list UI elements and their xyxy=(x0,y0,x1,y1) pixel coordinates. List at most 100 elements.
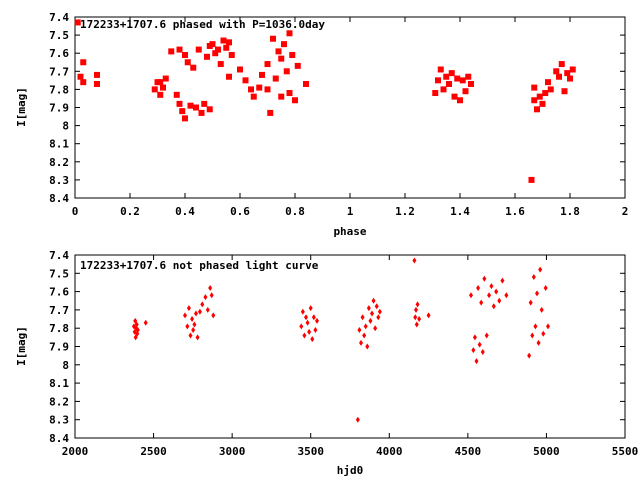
y-tick-label: 8.2 xyxy=(49,395,69,408)
data-point xyxy=(286,30,293,37)
data-point xyxy=(215,46,221,53)
data-point xyxy=(278,55,285,62)
data-point xyxy=(190,316,195,323)
data-point xyxy=(310,336,315,343)
data-point xyxy=(457,97,463,104)
unphased-light-curve-plot: 2000 2500 3000 3500 4000 4500 5000 5500 7.4 7.5 7.… xyxy=(15,249,638,477)
data-point xyxy=(371,297,376,304)
data-point xyxy=(536,93,543,100)
data-point xyxy=(168,48,175,55)
x-tick-label: 4500 xyxy=(455,445,482,458)
y-tick-label: 7.4 xyxy=(49,11,69,24)
data-point xyxy=(469,292,473,299)
data-point xyxy=(286,90,293,97)
data-point xyxy=(426,312,431,319)
data-point xyxy=(564,70,571,77)
data-point xyxy=(504,292,509,299)
data-point xyxy=(267,109,274,116)
data-point xyxy=(477,341,482,348)
data-point xyxy=(203,294,208,301)
data-point xyxy=(204,53,210,60)
data-point xyxy=(80,79,87,86)
data-point xyxy=(491,303,496,310)
data-point xyxy=(531,273,536,280)
data-point xyxy=(546,323,550,330)
y-tick-label: 7.7 xyxy=(49,65,69,78)
data-point xyxy=(80,59,87,66)
data-point xyxy=(299,323,304,330)
data-point xyxy=(160,84,166,91)
data-point xyxy=(275,48,282,55)
data-point xyxy=(307,328,312,335)
data-point xyxy=(543,284,548,291)
y-tick-label: 8.2 xyxy=(49,156,69,169)
data-point xyxy=(209,292,214,299)
data-point xyxy=(182,115,188,122)
data-point xyxy=(528,176,535,183)
data-point xyxy=(188,332,193,339)
y-tick-label: 8 xyxy=(62,120,69,133)
data-point xyxy=(365,343,370,350)
data-point xyxy=(305,319,310,326)
data-point xyxy=(413,314,418,321)
data-point xyxy=(187,102,194,109)
data-point xyxy=(535,290,539,297)
x-tick-label: 3500 xyxy=(297,445,324,458)
data-point xyxy=(193,104,199,111)
data-point xyxy=(264,86,271,93)
data-point xyxy=(376,314,381,321)
x-tick-label: 1 xyxy=(347,205,354,218)
plot-frame xyxy=(74,254,626,439)
data-point xyxy=(454,75,461,82)
data-point xyxy=(226,73,232,80)
data-point xyxy=(205,306,210,313)
data-point xyxy=(553,68,560,75)
data-point xyxy=(176,46,183,53)
data-point xyxy=(494,288,499,295)
y-tick-label: 7.9 xyxy=(49,341,69,354)
data-point xyxy=(294,62,301,69)
x-tick-label: 0.4 xyxy=(175,205,195,218)
data-point xyxy=(248,86,254,93)
data-point xyxy=(539,306,544,313)
data-point xyxy=(541,330,546,337)
data-point xyxy=(414,306,418,313)
phased-light-curve-plot: 0 0.2 0.4 0.6 0.8 1 1.2 1.4 1.6 1.8 2 7.4 7.5 7.6 7.7 7… xyxy=(15,11,628,238)
data-point xyxy=(363,323,368,330)
data-point xyxy=(300,308,305,315)
data-point xyxy=(539,100,546,107)
data-point xyxy=(569,66,576,73)
data-point xyxy=(162,75,169,82)
y-axis-label: I[mag] xyxy=(15,87,28,127)
data-point xyxy=(272,75,279,82)
x-tick-label: 4000 xyxy=(376,445,403,458)
data-point xyxy=(191,327,196,334)
data-point xyxy=(538,266,543,273)
data-point xyxy=(242,77,249,84)
data-point xyxy=(212,50,219,57)
data-point xyxy=(355,416,360,423)
data-point xyxy=(157,91,164,98)
data-point xyxy=(250,93,257,100)
data-point xyxy=(437,66,444,73)
data-point xyxy=(292,97,298,104)
data-point xyxy=(217,61,224,68)
y-tick-label: 8.1 xyxy=(49,138,69,151)
data-point xyxy=(476,284,481,291)
data-point xyxy=(190,64,197,71)
data-point xyxy=(223,44,230,51)
data-point xyxy=(556,73,562,80)
data-point xyxy=(542,90,549,97)
y-tick-label: 8 xyxy=(62,359,69,372)
y-tick-label: 8.3 xyxy=(49,414,69,427)
y-tick-label: 7.5 xyxy=(49,267,69,280)
data-point xyxy=(220,37,227,44)
data-point xyxy=(500,277,505,284)
data-point xyxy=(143,319,148,326)
data-point xyxy=(451,93,458,100)
data-point xyxy=(173,91,180,98)
data-point xyxy=(362,332,367,339)
data-point xyxy=(151,86,158,93)
y-tick-label: 7.6 xyxy=(49,47,69,60)
